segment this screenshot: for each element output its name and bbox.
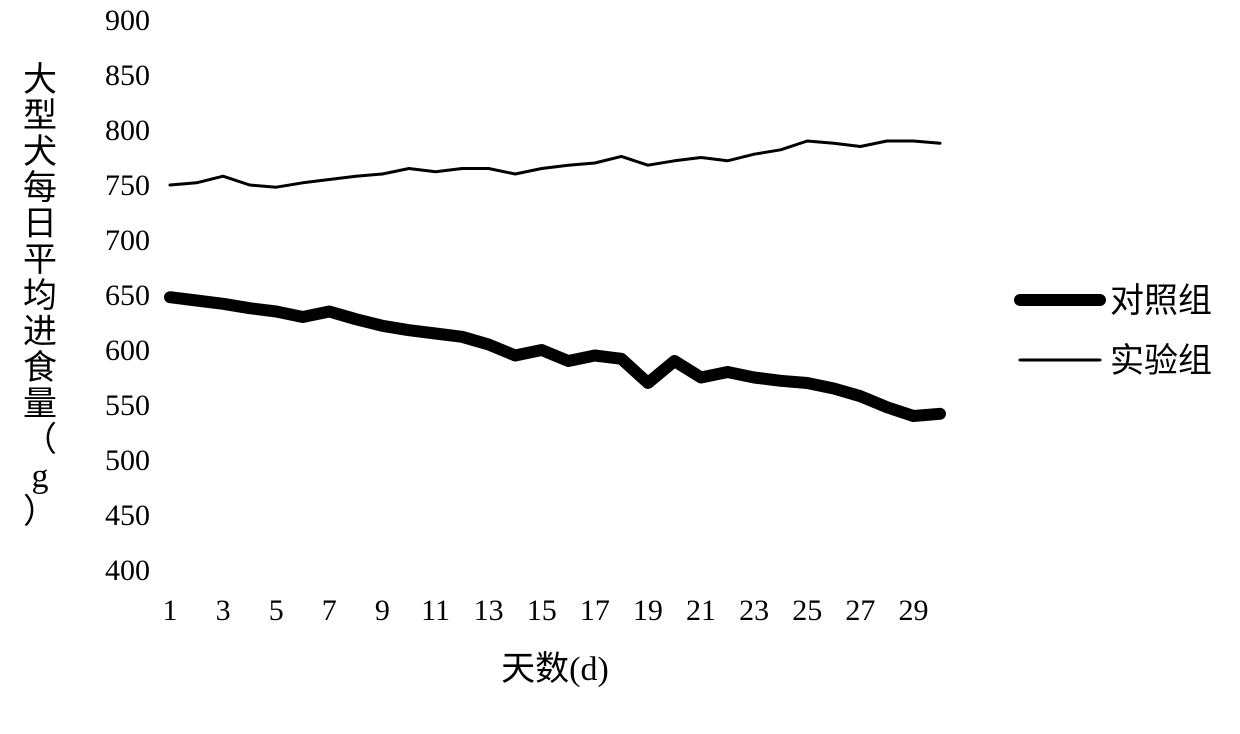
x-tick-label: 15 bbox=[527, 594, 557, 627]
svg-text:食: 食 bbox=[23, 349, 57, 387]
legend-label: 对照组 bbox=[1110, 282, 1212, 320]
x-tick-label: 27 bbox=[845, 594, 875, 627]
svg-text:量: 量 bbox=[23, 386, 57, 423]
y-tick-label: 700 bbox=[105, 224, 150, 257]
y-tick-label: 650 bbox=[105, 279, 150, 312]
svg-text:进: 进 bbox=[23, 314, 57, 351]
x-tick-label: 1 bbox=[163, 594, 178, 627]
y-tick-label: 850 bbox=[105, 59, 150, 92]
y-tick-label: 750 bbox=[105, 169, 150, 202]
svg-text:均: 均 bbox=[23, 277, 57, 315]
x-tick-label: 13 bbox=[474, 594, 504, 627]
legend-label: 实验组 bbox=[1110, 342, 1212, 380]
svg-text:型: 型 bbox=[23, 98, 57, 135]
x-axis-label: 天数(d) bbox=[501, 650, 609, 688]
y-tick-label: 550 bbox=[105, 389, 150, 422]
x-tick-label: 29 bbox=[898, 594, 928, 627]
y-tick-label: 500 bbox=[105, 444, 150, 477]
svg-text:大: 大 bbox=[23, 61, 57, 99]
x-tick-label: 9 bbox=[375, 594, 390, 627]
x-tick-label: 23 bbox=[739, 594, 769, 627]
y-tick-label: 900 bbox=[105, 4, 150, 37]
x-tick-label: 7 bbox=[322, 594, 337, 627]
y-tick-label: 600 bbox=[105, 334, 150, 367]
svg-text:（: （ bbox=[23, 421, 57, 459]
y-tick-label: 450 bbox=[105, 499, 150, 532]
x-tick-label: 3 bbox=[216, 594, 231, 627]
x-tick-label: 17 bbox=[580, 594, 610, 627]
svg-text:）: ） bbox=[23, 493, 57, 531]
x-tick-label: 5 bbox=[269, 594, 284, 627]
x-tick-label: 19 bbox=[633, 594, 663, 627]
line-chart: 4004505005506006507007508008509001357911… bbox=[0, 0, 1240, 734]
svg-text:犬: 犬 bbox=[23, 133, 57, 171]
y-tick-label: 400 bbox=[105, 554, 150, 587]
svg-text:日: 日 bbox=[23, 206, 57, 243]
svg-text:g: g bbox=[32, 458, 49, 495]
x-tick-label: 25 bbox=[792, 594, 822, 627]
svg-text:平: 平 bbox=[23, 242, 57, 279]
x-tick-label: 21 bbox=[686, 594, 716, 627]
y-tick-label: 800 bbox=[105, 114, 150, 147]
x-tick-label: 11 bbox=[421, 594, 450, 627]
chart-container: 4004505005506006507007508008509001357911… bbox=[0, 0, 1240, 734]
svg-text:每: 每 bbox=[23, 169, 57, 207]
